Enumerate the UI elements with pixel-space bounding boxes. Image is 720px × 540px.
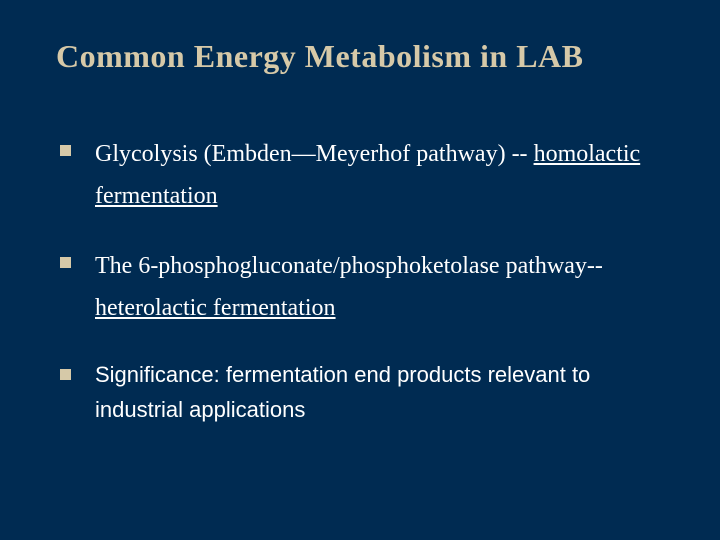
list-item: The 6-phosphogluconate/phosphoketolase p… [60, 245, 664, 329]
square-bullet-icon [60, 369, 71, 380]
list-item: Significance: fermentation end products … [60, 357, 664, 427]
text-prefix: Significance: fermentation end products … [95, 362, 590, 422]
slide: Common Energy Metabolism in LAB Glycolys… [0, 0, 720, 540]
list-item: Glycolysis (Embden—Meyerhof pathway) -- … [60, 133, 664, 217]
list-item-text: The 6-phosphogluconate/phosphoketolase p… [95, 245, 664, 329]
text-underlined: heterolactic fermentation [95, 295, 336, 321]
bullet-list: Glycolysis (Embden—Meyerhof pathway) -- … [56, 133, 664, 427]
square-bullet-icon [60, 145, 71, 156]
list-item-text: Glycolysis (Embden—Meyerhof pathway) -- … [95, 133, 664, 217]
text-prefix: The 6-phosphogluconate/phosphoketolase p… [95, 253, 603, 279]
slide-title: Common Energy Metabolism in LAB [56, 38, 664, 75]
square-bullet-icon [60, 257, 71, 268]
list-item-text: Significance: fermentation end products … [95, 357, 664, 427]
text-prefix: Glycolysis (Embden—Meyerhof pathway) -- [95, 141, 534, 167]
